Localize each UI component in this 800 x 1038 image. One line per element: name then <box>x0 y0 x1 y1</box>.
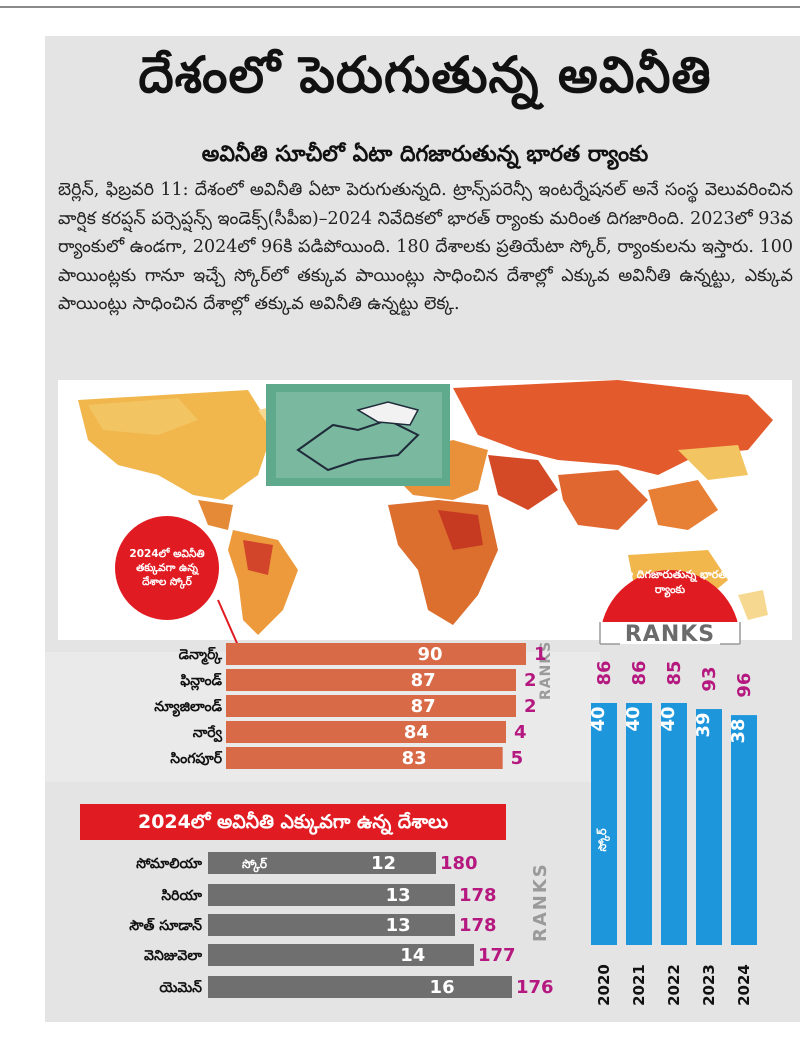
score-label: 13 <box>386 885 411 906</box>
rank-label: 1 <box>534 644 547 665</box>
score-label: 14 <box>400 945 425 966</box>
country-label: సోమాలియా <box>136 856 202 872</box>
score-label: 40 <box>623 706 644 731</box>
bar <box>226 747 503 769</box>
rank-label: 86 <box>594 660 615 685</box>
score-word-label: స్కోర్ <box>242 857 268 873</box>
country-label: యెమెన్ <box>159 979 202 996</box>
bar <box>226 695 516 717</box>
bar <box>226 643 526 665</box>
rank-label: 177 <box>478 945 516 966</box>
country-label: సింగపూర్ <box>170 750 222 767</box>
least-corrupt-badge: 2024లో అవినీతి తక్కువగా ఉన్న దేశాల స్కోర… <box>115 516 219 620</box>
bar <box>208 976 512 998</box>
ranks-label: RANKS <box>624 622 716 647</box>
rank-label: 2 <box>524 670 537 691</box>
rank-label: 2 <box>524 696 537 717</box>
subheadline: అవినీతి సూచీలో ఏటా దిగజారుతున్న భారత ర్య… <box>201 142 649 167</box>
rank-label: 4 <box>514 722 527 743</box>
year-label: 2023 <box>700 964 718 1006</box>
year-label: 2020 <box>595 964 613 1006</box>
score-label: 12 <box>371 853 396 874</box>
rank-label: 85 <box>664 660 685 685</box>
page-title: దేశంలో పెరుగుతున్న అవినీతి <box>138 46 712 104</box>
bar <box>208 884 455 906</box>
india-rank-badge <box>599 570 741 645</box>
india-rank-badge-text: ఏటా దిగజారుతున్న భారత ర్యాంకు <box>613 568 727 596</box>
country-label: ఫిన్లాండ్ <box>180 672 222 691</box>
bar <box>208 914 455 936</box>
bar <box>661 703 687 945</box>
year-label: 2022 <box>665 964 683 1006</box>
score-label: 40 <box>588 706 609 731</box>
country-label: నార్వే <box>193 725 223 742</box>
bar <box>626 703 652 945</box>
country-label: న్యూజిలాండ్ <box>154 698 222 717</box>
bar <box>208 944 474 966</box>
score-label: 84 <box>404 722 429 743</box>
rank-label: 178 <box>459 885 497 906</box>
country-label: సౌత్ సూడాన్ <box>129 917 202 934</box>
score-label: 39 <box>693 713 714 738</box>
bar <box>226 721 506 743</box>
rank-label: 178 <box>459 915 497 936</box>
country-label: సిరియా <box>161 888 202 904</box>
least-corrupt-badge-text: 2024లో అవినీతి తక్కువగా ఉన్న దేశాల స్కోర… <box>129 548 205 588</box>
most-corrupt-title: 2024లో అవినీతి ఎక్కువగా ఉన్న దేశాలు <box>80 804 506 840</box>
bar <box>591 703 617 945</box>
score-label: 13 <box>386 915 411 936</box>
score-label: 40 <box>658 706 679 731</box>
rank-label: 93 <box>699 667 720 692</box>
top-rule <box>0 6 800 8</box>
score-word-label: స్కోర్ <box>596 828 610 851</box>
score-label: 38 <box>728 719 749 744</box>
year-label: 2021 <box>630 964 648 1006</box>
rank-label: 86 <box>629 660 650 685</box>
score-label: 87 <box>411 696 436 717</box>
bar <box>696 709 722 945</box>
rank-label: 5 <box>511 748 524 769</box>
country-label: డెన్మార్క్ <box>179 646 223 665</box>
bar <box>731 715 757 945</box>
year-label: 2024 <box>735 964 753 1006</box>
rank-label: 176 <box>516 977 554 998</box>
score-label: 90 <box>417 644 442 665</box>
score-label: 16 <box>430 977 455 998</box>
bar <box>226 669 516 691</box>
article-body: బెర్లిన్, ఫిబ్రవరి 11: దేశంలో అవినీతి ఏట… <box>58 180 793 314</box>
bar <box>208 852 436 874</box>
rank-label: 180 <box>440 853 478 874</box>
country-label: వెనిజువెలా <box>144 948 202 964</box>
score-label: 87 <box>411 670 436 691</box>
score-label: 83 <box>402 748 427 769</box>
rank-label: 96 <box>734 673 755 698</box>
